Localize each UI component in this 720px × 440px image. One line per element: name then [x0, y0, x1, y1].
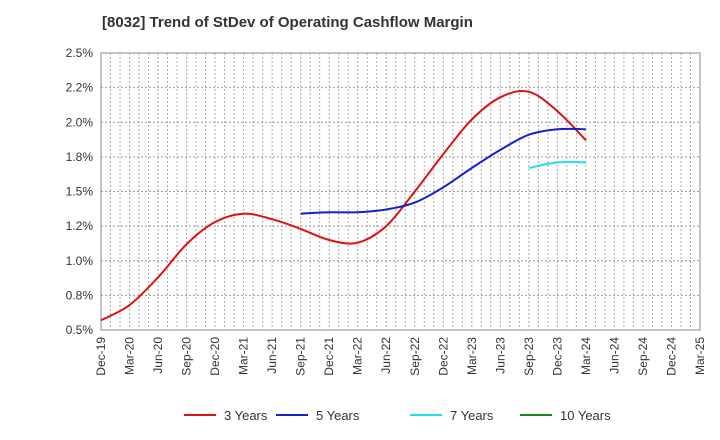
x-tick-label: Sep-22: [408, 337, 422, 376]
x-tick-label: Jun-22: [379, 337, 393, 374]
x-tick-label: Mar-24: [579, 337, 593, 375]
chart-title: [8032] Trend of StDev of Operating Cashf…: [102, 14, 473, 31]
y-tick-label: 1.5%: [66, 185, 94, 199]
y-tick-label: 0.5%: [66, 323, 94, 337]
x-tick-label: Sep-23: [522, 337, 536, 376]
x-tick-label: Dec-22: [436, 337, 450, 376]
x-tick-label: Sep-20: [180, 337, 194, 376]
legend-label-3-years: 3 Years: [224, 408, 268, 423]
legend-label-10-years: 10 Years: [560, 408, 611, 423]
series-line-5-years: [300, 127, 586, 215]
y-tick-label: 1.8%: [66, 150, 94, 164]
x-tick-label: Sep-21: [294, 337, 308, 376]
x-tick-label: Jun-21: [265, 337, 279, 374]
x-tick-label: Dec-19: [94, 337, 108, 376]
x-tick-label: Mar-25: [693, 337, 707, 375]
y-tick-label: 2.5%: [66, 46, 94, 60]
plot-area: [100, 52, 701, 331]
x-tick-label: Mar-23: [465, 337, 479, 375]
x-tick-label: Jun-24: [607, 337, 621, 374]
y-tick-label: 1.0%: [66, 254, 94, 268]
legend-label-7-years: 7 Years: [450, 408, 494, 423]
x-tick-label: Jun-23: [493, 337, 507, 374]
x-tick-label: Jun-20: [151, 337, 165, 374]
x-tick-label: Dec-20: [208, 337, 222, 376]
series-line-7-years: [528, 161, 586, 169]
y-tick-label: 1.2%: [66, 219, 94, 233]
x-tick-label: Mar-20: [123, 337, 137, 375]
y-tick-label: 2.2%: [66, 81, 94, 95]
y-tick-label: 2.0%: [66, 115, 94, 129]
legend-label-5-years: 5 Years: [316, 408, 360, 423]
x-tick-label: Sep-24: [636, 337, 650, 376]
series-line-3-years: [100, 90, 587, 322]
x-tick-label: Mar-21: [237, 337, 251, 375]
x-tick-label: Mar-22: [351, 337, 365, 375]
x-tick-label: Dec-24: [664, 337, 678, 376]
x-tick-label: Dec-21: [322, 337, 336, 376]
x-tick-label: Dec-23: [550, 337, 564, 376]
y-tick-label: 0.8%: [66, 288, 94, 302]
